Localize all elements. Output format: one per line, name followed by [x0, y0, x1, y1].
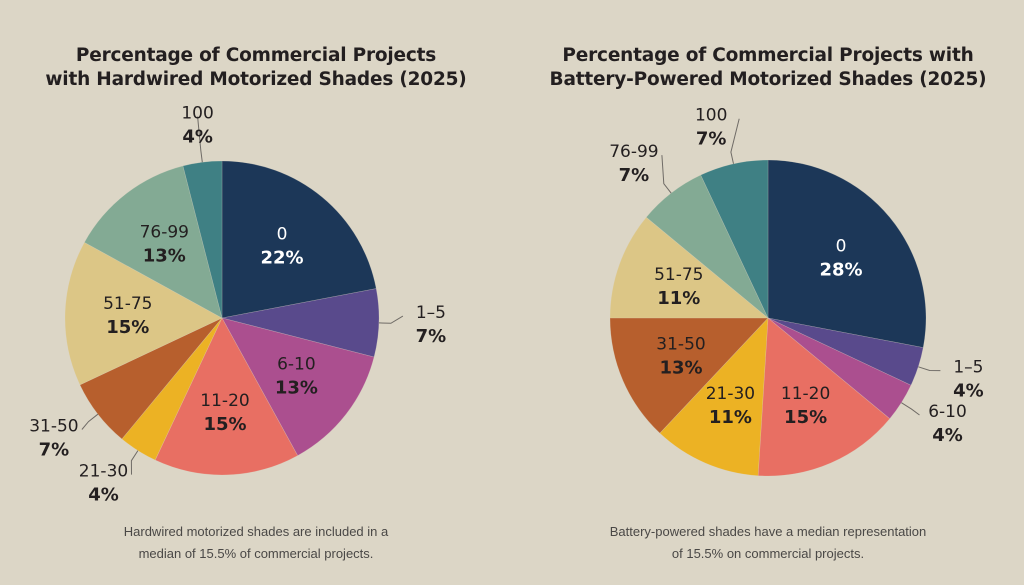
battery-slice-category-label: 31-50: [656, 335, 705, 355]
hardwired-slice-11-20: [154, 317, 299, 476]
battery-slice-value-label: 13%: [659, 358, 702, 379]
battery-slice-value-label: 15%: [784, 407, 827, 428]
battery-chart-note-line-2: of 15.5% on commercial projects.: [671, 546, 865, 561]
battery-slice-value-label: 4%: [953, 381, 984, 402]
battery-slice-1-5: [767, 317, 924, 386]
hardwired-leader-line: [197, 116, 203, 163]
hardwired-chart-title: Percentage of Commercial Projects with H…: [0, 44, 512, 92]
hardwired-slice-6-10: [221, 317, 375, 456]
battery-slice-6-10: [767, 317, 912, 420]
battery-slice-category-label: 6-10: [928, 402, 967, 422]
battery-slice-value-label: 11%: [657, 288, 700, 309]
battery-slice-category-label: 0: [836, 237, 847, 257]
battery-slice-category-label: 51-75: [654, 265, 703, 285]
hardwired-slice-value-label: 13%: [275, 378, 318, 399]
hardwired-slice-category-label: 100: [181, 104, 213, 124]
battery-chart-title-line-1: Percentage of Commercial Projects with: [562, 45, 974, 66]
battery-slice-51-75: [609, 216, 769, 319]
battery-slice-0: [767, 159, 927, 348]
hardwired-slice-category-label: 21-30: [79, 462, 128, 482]
hardwired-chart-note-line-2: median of 15.5% of commercial projects.: [138, 546, 374, 561]
hardwired-slice-21-30: [121, 317, 223, 461]
hardwired-leader-line: [81, 413, 99, 430]
battery-slice-31-50: [609, 317, 769, 434]
hardwired-leader-line: [130, 450, 139, 475]
battery-slice-value-label: 28%: [819, 260, 862, 281]
battery-slice-category-label: 21-30: [706, 384, 755, 404]
battery-leader-line: [901, 402, 920, 416]
battery-chart-note-line-1: Battery-powered shades have a median rep…: [609, 524, 927, 539]
hardwired-chart-panel: Percentage of Commercial Projects with H…: [0, 44, 512, 565]
battery-slices: [609, 159, 927, 477]
battery-slice-value-label: 4%: [932, 425, 963, 446]
hardwired-slice-100: [182, 160, 223, 319]
battery-labels: 028%1–54%6-104%11-2015%21-3011%31-5013%5…: [609, 106, 983, 446]
hardwired-chart-note: Hardwired motorized shades are included …: [0, 521, 512, 565]
battery-chart-title: Percentage of Commercial Projects with B…: [512, 44, 1024, 92]
battery-leader-line: [730, 118, 740, 164]
battery-leader-line: [918, 366, 941, 372]
hardwired-slice-value-label: 22%: [260, 247, 303, 268]
battery-slice-value-label: 7%: [619, 165, 650, 186]
hardwired-slices: [64, 160, 380, 476]
hardwired-chart-title-line-2: with Hardwired Motorized Shades (2025): [45, 69, 467, 90]
hardwired-slice-category-label: 11-20: [200, 391, 249, 411]
battery-slice-11-20: [757, 317, 891, 477]
hardwired-slice-value-label: 4%: [88, 485, 119, 506]
battery-slice-category-label: 76-99: [609, 142, 658, 162]
hardwired-slice-0: [221, 160, 377, 319]
hardwired-slice-value-label: 7%: [416, 326, 447, 347]
hardwired-slice-category-label: 0: [277, 224, 288, 244]
hardwired-labels: 0 22% 1–5 7% 6-10 13% 11-20 15% 21-30 4% 31-50 7% 51…: [29, 104, 446, 506]
battery-slice-category-label: 1–5: [953, 358, 983, 378]
hardwired-chart-note-line-1: Hardwired motorized shades are included …: [123, 524, 389, 539]
hardwired-pie-chart: 0 22% 1–5 7% 6-10 13% 11-20 15% 21-30 4% 31-50 7% 51…: [29, 104, 446, 506]
hardwired-slice-value-label: 15%: [106, 317, 149, 338]
hardwired-slice-value-label: 13%: [143, 246, 186, 267]
battery-slice-100: [700, 159, 769, 319]
battery-slice-76-99: [645, 174, 769, 319]
hardwired-slice-category-label: 76-99: [140, 223, 189, 243]
hardwired-slice-value-label: 15%: [203, 414, 246, 435]
hardwired-slice-value-label: 7%: [39, 440, 70, 461]
battery-chart-panel: Percentage of Commercial Projects with B…: [512, 0, 1024, 585]
battery-slice-category-label: 11-20: [781, 384, 830, 404]
battery-slice-category-label: 100: [695, 106, 727, 126]
hardwired-slice-category-label: 51-75: [103, 294, 152, 314]
hardwired-slice-51-75: [64, 241, 223, 386]
battery-slice-21-30: [659, 317, 769, 477]
battery-chart-note: Battery-powered shades have a median rep…: [512, 521, 1024, 565]
hardwired-slice-category-label: 1–5: [416, 303, 446, 323]
hardwired-slice-31-50: [79, 317, 223, 440]
hardwired-slice-1-5: [221, 288, 380, 358]
battery-pie-chart: 028%1–54%6-104%11-2015%21-3011%31-5013%5…: [609, 106, 984, 477]
hardwired-slice-category-label: 6-10: [277, 355, 316, 375]
battery-slice-value-label: 11%: [709, 407, 752, 428]
battery-slice-value-label: 7%: [696, 129, 727, 150]
hardwired-slice-76-99: [84, 165, 223, 319]
hardwired-slice-value-label: 4%: [182, 127, 213, 148]
battery-chart-title-line-2: Battery-Powered Motorized Shades (2025): [549, 69, 987, 90]
hardwired-chart-title-line-1: Percentage of Commercial Projects: [75, 45, 437, 66]
hardwired-leader-line: [378, 315, 404, 324]
battery-leader-line: [661, 155, 672, 194]
hardwired-slice-category-label: 31-50: [29, 417, 78, 437]
